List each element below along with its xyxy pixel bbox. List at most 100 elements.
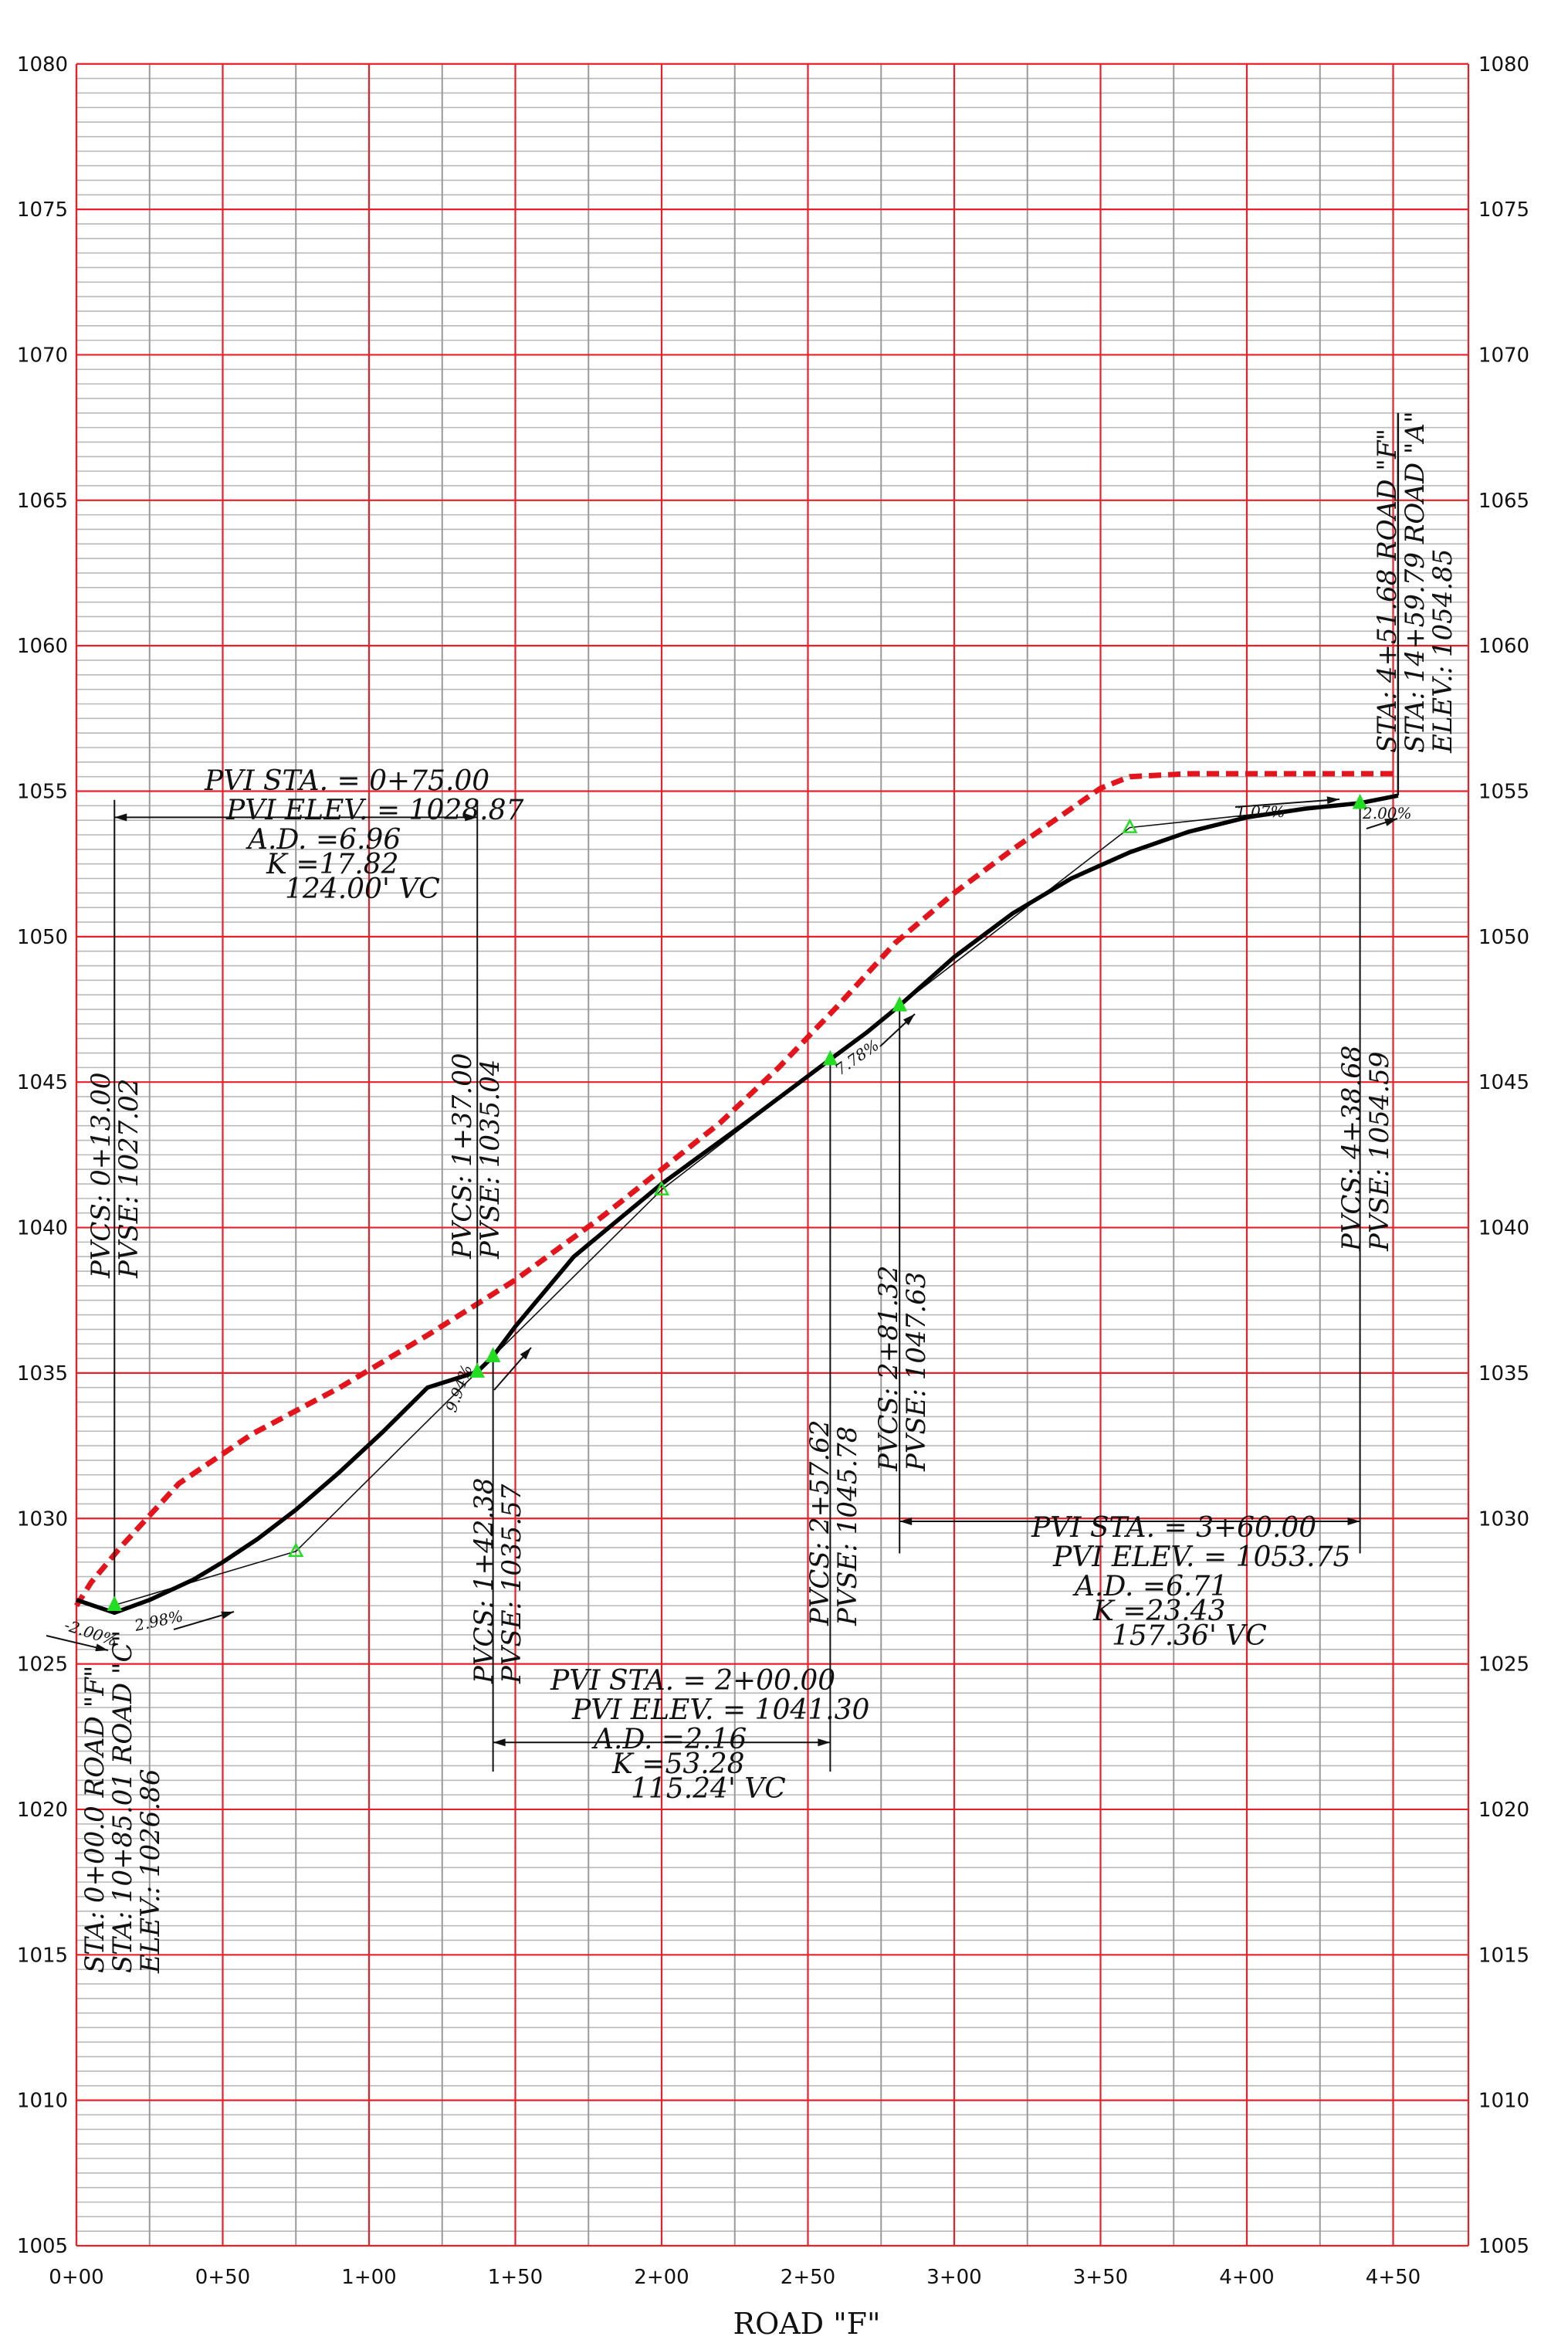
pvc-1-42-label-line: PVSE: 1035.57 — [496, 1484, 527, 1684]
y-tick-label-right: 1065 — [1478, 490, 1529, 513]
end-station-label: STA: 4+51.68 ROAD "F"STA: 14+59.79 ROAD … — [1372, 411, 1458, 754]
pvc-0-13-label-line: PVCS: 0+13.00 — [86, 1073, 117, 1279]
y-tick-label-left: 1045 — [17, 1071, 68, 1094]
grade-arrow-end-head — [1384, 819, 1397, 826]
vc1-annotation-line: K =17.82 — [266, 849, 399, 880]
curve-point-marker — [107, 1595, 123, 1612]
y-tick-label-left: 1060 — [17, 635, 68, 658]
vc1-annotation-line: 124.00' VC — [285, 873, 440, 905]
pvc-4-38-label-line: PVCS: 4+38.68 — [1336, 1046, 1367, 1252]
x-tick-label: 1+50 — [488, 2266, 543, 2289]
dimension-arrowhead — [465, 813, 478, 822]
y-tick-label-left: 1055 — [17, 781, 68, 804]
vc3-annotation-line: 157.36' VC — [1112, 1620, 1267, 1652]
proposed-profile — [76, 412, 1400, 1616]
grade-arrow-4 — [1234, 799, 1340, 808]
grid — [75, 63, 1470, 2247]
y-tick-label-right: 1020 — [1478, 1799, 1529, 1822]
vc3-annotation-line: K =23.43 — [1092, 1595, 1226, 1627]
x-tick-label: 0+50 — [195, 2266, 250, 2289]
y-tick-label-left: 1010 — [17, 2090, 68, 2113]
y-tick-label-left: 1070 — [17, 344, 68, 367]
pvi-marker — [288, 1542, 304, 1558]
pvc-1-37-label-line: PVCS: 1+37.00 — [447, 1053, 478, 1260]
y-tick-label-right: 1055 — [1478, 781, 1529, 804]
y-tick-label-left: 1035 — [17, 1362, 68, 1385]
y-tick-label-left: 1050 — [17, 926, 68, 949]
x-tick-label: 2+50 — [781, 2266, 835, 2289]
end-station-label-line: STA: 4+51.68 ROAD "F" — [1372, 429, 1403, 753]
y-tick-label-left: 1025 — [17, 1653, 68, 1677]
x-tick-label: 3+00 — [926, 2266, 981, 2289]
curve-point-marker — [1352, 793, 1368, 809]
grade-arrow-2-head — [520, 1348, 531, 1360]
pvc-4-38-label-line: PVSE: 1054.59 — [1364, 1052, 1395, 1252]
pvc-0-13-label-line: PVSE: 1027.02 — [113, 1079, 144, 1279]
vc2-annotation-line: K =53.28 — [611, 1748, 745, 1780]
y-tick-label-left: 1015 — [17, 1944, 68, 1967]
curve-point-marker — [469, 1362, 486, 1378]
pvc-2-81-label-line: PVCS: 2+81.32 — [873, 1266, 904, 1472]
y-tick-label-right: 1040 — [1478, 1217, 1529, 1240]
pvi-marker — [653, 1180, 670, 1195]
y-tick-label-left: 1065 — [17, 490, 68, 513]
vc3-annotation-line: PVI STA. = 3+60.00 — [1031, 1512, 1316, 1544]
y-tick-label-left: 1005 — [17, 2235, 68, 2258]
pvc-1-42-label-line: PVCS: 1+42.38 — [469, 1478, 500, 1684]
y-tick-label-right: 1060 — [1478, 635, 1529, 658]
y-tick-label-right: 1010 — [1478, 2090, 1529, 2113]
dimension-arrowhead — [1347, 1517, 1360, 1526]
x-tick-label: 0+00 — [49, 2266, 103, 2289]
existing-ground-line — [74, 771, 1394, 1608]
y-tick-label-right: 1050 — [1478, 926, 1529, 949]
vc3-annotation-line: PVI ELEV. = 1053.75 — [1052, 1541, 1350, 1573]
y-tick-label-right: 1080 — [1478, 53, 1529, 76]
y-tick-label-right: 1035 — [1478, 1362, 1529, 1385]
vc2-annotation-line: A.D. =2.16 — [591, 1724, 747, 1755]
dimension-arrowhead — [493, 1738, 506, 1747]
vc1-annotation-line: PVI STA. = 0+75.00 — [204, 765, 489, 797]
vc3-annotation-line: A.D. =6.71 — [1072, 1571, 1228, 1602]
y-tick-label-left: 1075 — [17, 198, 68, 222]
start-station-label-line: STA: 0+00.0 ROAD "F" — [80, 1665, 110, 1973]
proposed-profile-line — [76, 793, 1399, 1616]
pvc-2-57-label-line: PVSE: 1045.78 — [832, 1426, 863, 1626]
profile-markers — [107, 793, 1368, 1612]
y-tick-label-right: 1075 — [1478, 198, 1529, 222]
x-tick-label: 3+50 — [1073, 2266, 1128, 2289]
start-station-label-line: ELEV.: 1026.86 — [135, 1769, 166, 1975]
vc1-annotation-line: PVI ELEV. = 1028.87 — [225, 795, 524, 826]
axes: 1080 1080 1075 1075 1070 1070 1065 1065 1060 1060… — [17, 53, 1529, 2341]
end-station-label-line: STA: 14+59.79 ROAD "A" — [1400, 411, 1431, 753]
dimension-arrowhead — [899, 1517, 913, 1526]
x-axis-title: ROAD "F" — [733, 2307, 880, 2341]
curve-point-marker — [892, 996, 908, 1012]
grade-arrow-4-head — [1326, 796, 1339, 805]
pvi-marker — [1122, 818, 1138, 833]
pvc-2-57-label-line: PVCS: 2+57.62 — [804, 1420, 835, 1626]
x-tick-label: 4+00 — [1219, 2266, 1274, 2289]
dimension-arrowhead — [114, 813, 127, 822]
grade-arrow-1-head — [221, 1611, 234, 1619]
dimension-lines — [113, 799, 1361, 1772]
x-tick-label: 2+00 — [634, 2266, 689, 2289]
end-station-label-line: ELEV.: 1054.85 — [1427, 549, 1458, 755]
y-tick-label-right: 1045 — [1478, 1071, 1529, 1094]
start-station-label: STA: 0+00.0 ROAD "F"STA: 10+85.01 ROAD "… — [80, 1630, 166, 1974]
x-tick-label: 1+00 — [341, 2266, 396, 2289]
curve-point-marker — [822, 1050, 838, 1066]
y-tick-label-right: 1005 — [1478, 2235, 1529, 2258]
y-tick-label-left: 1080 — [17, 53, 68, 76]
vc2-annotation-line: PVI ELEV. = 1041.30 — [571, 1694, 869, 1726]
vc1-annotation-line: A.D. =6.96 — [246, 824, 401, 856]
x-tick-label: 4+50 — [1366, 2266, 1421, 2289]
start-station-label-line: STA: 10+85.01 ROAD "C" — [107, 1630, 138, 1973]
